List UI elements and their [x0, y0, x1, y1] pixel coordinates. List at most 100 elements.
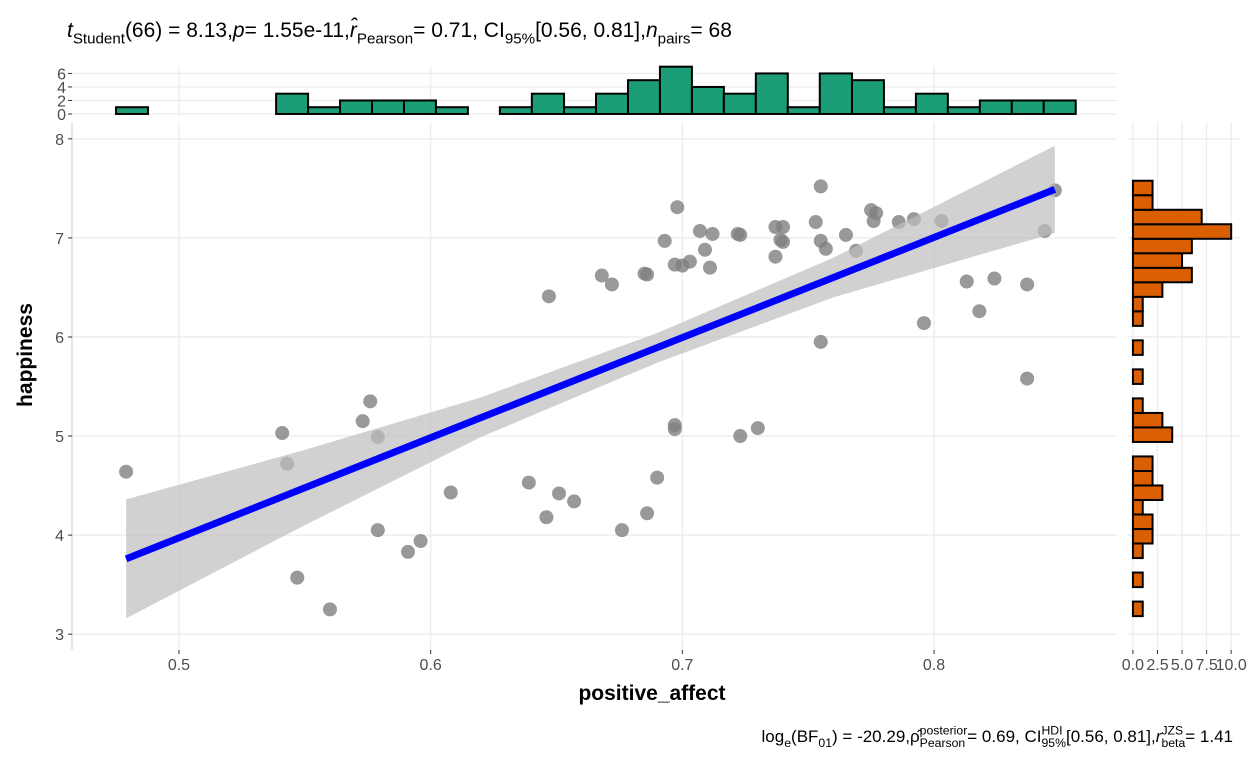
histogram-bar	[1131, 542, 1144, 560]
text-part: [0.56, 0.81],	[1066, 727, 1156, 746]
histogram-bar	[1131, 252, 1184, 269]
histogram-bar	[1131, 194, 1154, 211]
histogram-bar	[498, 106, 533, 115]
y-tick-label: 6	[57, 66, 66, 83]
text-part: ) = -20.29,	[832, 727, 910, 746]
histogram-bar	[818, 72, 853, 115]
histogram-bar	[1131, 223, 1233, 240]
text-part: n	[646, 19, 658, 42]
point	[813, 179, 828, 194]
x-tick-label: 0.6	[420, 657, 442, 674]
x-tick-label: 2.5	[1146, 657, 1168, 674]
histogram-bar	[339, 99, 374, 115]
point	[355, 414, 370, 429]
histogram-bar	[1131, 499, 1144, 516]
histogram-bar	[307, 106, 342, 115]
text-part: = 0.69, CI	[967, 727, 1041, 746]
point	[838, 227, 853, 242]
point	[703, 260, 718, 275]
histogram-bar	[1131, 237, 1193, 255]
text-part: t	[67, 19, 74, 42]
histogram-bar	[1010, 99, 1045, 115]
histogram-bar	[1131, 368, 1144, 385]
histogram-bar	[1131, 411, 1164, 429]
histogram-bar	[563, 106, 598, 115]
histogram-bar	[402, 99, 437, 115]
point	[657, 233, 672, 248]
text-part: r̂	[350, 18, 358, 42]
histogram-bar	[658, 65, 693, 115]
text-part: JZS	[1161, 723, 1183, 737]
point	[370, 523, 385, 538]
confidence-band	[126, 145, 1055, 619]
text-part: 95%	[505, 30, 535, 47]
point	[776, 220, 791, 235]
text-part: e	[784, 736, 791, 750]
point	[959, 274, 974, 289]
point	[604, 277, 619, 292]
point	[614, 523, 629, 538]
text-part: p	[232, 19, 245, 42]
text-part: (66) = 8.13,	[125, 19, 233, 42]
x-tick-label: 0.0	[1122, 657, 1144, 674]
point	[768, 249, 783, 264]
y-tick-label: 6	[55, 330, 64, 347]
histogram-bar	[1131, 397, 1144, 414]
histogram-bar	[1131, 528, 1154, 545]
point	[552, 486, 567, 501]
point	[987, 271, 1002, 286]
x-tick-label: 10.0	[1216, 657, 1247, 674]
point	[750, 421, 765, 436]
point	[413, 534, 428, 549]
y-tick-label: 7	[55, 231, 64, 248]
text-part: Pearson	[357, 30, 413, 47]
histogram-bar	[1131, 266, 1193, 284]
point	[640, 267, 655, 282]
text-part: pairs	[658, 30, 691, 47]
point	[567, 494, 582, 509]
point	[401, 544, 416, 559]
y-tick-label: 4	[57, 80, 66, 97]
point	[1020, 277, 1035, 292]
point	[443, 485, 458, 500]
regression-line	[124, 186, 1057, 563]
x-tick-label: 5.0	[1171, 657, 1193, 674]
histogram-bar	[978, 99, 1013, 115]
histogram-bar	[115, 106, 150, 115]
histogram-bar	[1131, 571, 1144, 589]
point	[322, 602, 337, 617]
point	[640, 506, 655, 521]
chart-title: t Student (66) = 8.13, p = 1.55e-11, r̂ Pea…	[67, 18, 732, 47]
point	[692, 223, 707, 238]
histogram-bar	[1131, 469, 1154, 487]
x-axis-title: positive_affect	[578, 682, 725, 705]
point	[808, 215, 823, 230]
histogram-bar	[722, 92, 757, 115]
point	[363, 394, 378, 409]
point	[594, 268, 609, 283]
x-tick-label: 7.5	[1195, 657, 1217, 674]
text-part: log	[762, 727, 785, 746]
histogram-bar	[882, 106, 917, 115]
point	[682, 254, 697, 269]
point	[813, 334, 828, 349]
point	[670, 200, 685, 215]
y-tick-label: 5	[55, 429, 64, 446]
y-tick-label: 2	[57, 93, 66, 110]
point	[1020, 371, 1035, 386]
histogram-bar	[1131, 295, 1144, 313]
point	[521, 475, 536, 490]
point	[733, 227, 748, 242]
histogram-bar	[1042, 99, 1077, 115]
histogram-bar	[434, 106, 469, 115]
point	[776, 234, 791, 249]
point	[972, 304, 987, 319]
text-part: 01	[818, 736, 832, 750]
histogram-bar	[371, 99, 405, 115]
point	[818, 241, 833, 256]
histogram-bar	[1131, 339, 1144, 356]
histogram-bar	[1131, 426, 1174, 443]
text-part: 95%	[1041, 736, 1066, 750]
text-part: = 0.71, CI	[413, 19, 505, 42]
